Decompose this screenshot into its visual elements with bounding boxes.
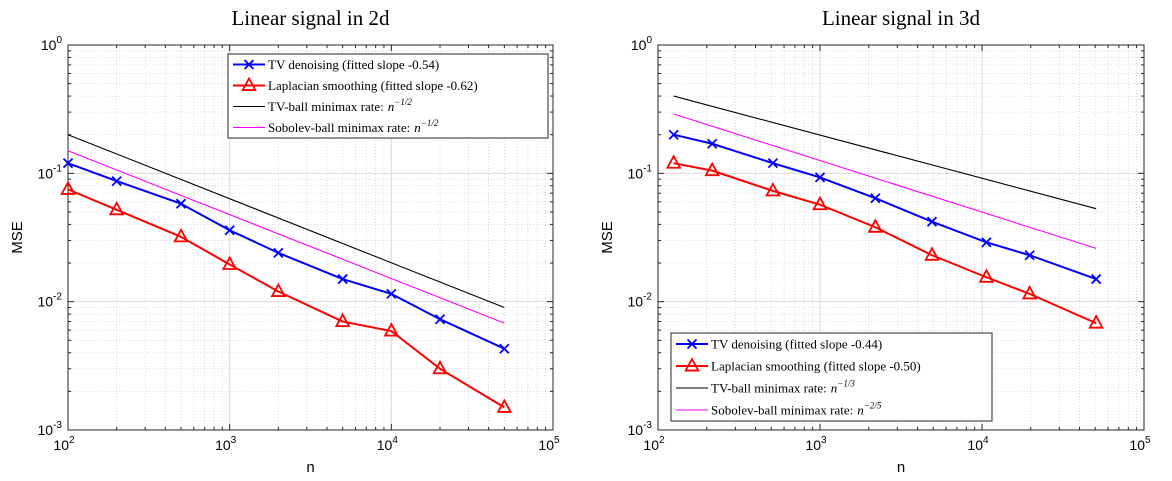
chart-panel-2d: 102 103 104 105 10-3 10-2 10-1 100 Linear signal…: [9, 6, 560, 476]
axes-box: [67, 44, 554, 431]
x-tick-label: 102: [53, 435, 75, 453]
data-point-series-2: [496, 398, 513, 413]
x-tick-label: 105: [538, 435, 560, 453]
x-tick-label: 104: [377, 435, 399, 453]
data-point-series-1: [707, 138, 718, 149]
data-point-series-1: [111, 175, 122, 187]
data-point-series-2: [812, 195, 828, 211]
data-point-series-2: [334, 312, 351, 327]
data-point-series-1: [62, 158, 74, 169]
legend-entry-2: Laplacian smoothing (fitted slope -0.62): [268, 78, 478, 93]
legend-entry-3: TV-ball minimax rate: n−1/3: [711, 379, 855, 396]
series-line-2: [67, 188, 505, 409]
legend: TV denoising (fitted slope -0.54) Laplaci…: [227, 53, 549, 139]
series-group: [60, 134, 513, 413]
data-point-series-1: [1091, 273, 1102, 285]
data-point-series-2: [60, 180, 76, 195]
series-line-4: [67, 150, 505, 324]
data-point-series-2: [1021, 284, 1038, 300]
x-tick-label: 102: [643, 435, 665, 453]
data-point-series-2: [1088, 314, 1104, 329]
series-line-3: [67, 134, 505, 309]
chart-title: Linear signal in 3d: [822, 6, 981, 30]
data-point-series-2: [665, 154, 682, 169]
data-point-series-2: [108, 200, 125, 216]
series-line-2: [673, 162, 1097, 325]
x-tick-label: 103: [215, 435, 237, 453]
legend-marker-2: [241, 76, 257, 91]
data-point-series-1: [814, 172, 826, 183]
y-tick-label: 10-2: [628, 292, 653, 310]
data-point-series-1: [224, 225, 235, 236]
data-point-series-1: [981, 237, 992, 248]
data-point-series-2: [221, 255, 238, 270]
data-point-series-2: [270, 282, 287, 297]
tick-marks: [657, 44, 1145, 431]
axes-box: [657, 44, 1145, 431]
legend-marker-2: [684, 357, 700, 372]
legend-marker-1: [686, 338, 698, 350]
data-point-series-1: [767, 158, 779, 169]
x-axis-label: n: [897, 459, 905, 476]
legend-entry-3: TV-ball minimax rate: n−1/2: [268, 97, 412, 114]
data-point-series-2: [924, 246, 940, 261]
legend-box: [227, 53, 549, 139]
data-point-series-1: [175, 198, 187, 209]
legend-marker-1: [243, 59, 255, 70]
y-tick-label: 10-2: [38, 292, 63, 310]
y-tick-label: 10-3: [38, 420, 63, 438]
data-point-series-2: [867, 218, 884, 233]
legend-entry-1: TV denoising (fitted slope -0.54): [268, 57, 439, 72]
y-axis-label: MSE: [599, 221, 616, 254]
legend-entry-4: Sobolev-ball minimax rate: n−1/2: [268, 118, 439, 135]
data-point-series-2: [432, 359, 448, 375]
data-point-series-1: [926, 216, 938, 227]
series-line-3: [673, 95, 1097, 210]
y-axis-label: MSE: [9, 221, 26, 254]
data-point-series-2: [173, 227, 189, 243]
data-point-series-1: [1024, 250, 1035, 261]
data-point-series-1: [434, 314, 446, 325]
data-point-series-2: [765, 181, 781, 197]
x-axis-label: n: [306, 459, 314, 476]
x-tick-label: 103: [805, 435, 827, 453]
data-point-series-1: [337, 273, 348, 285]
data-point-series-2: [383, 322, 400, 337]
y-tick-label: 100: [41, 35, 63, 53]
y-tick-label: 10-1: [38, 163, 63, 181]
chart-panel-3d: 102 103 104 105 10-3 10-2 10-1 100 Linear signal…: [599, 6, 1151, 476]
data-point-series-1: [386, 288, 397, 300]
series-group: [665, 95, 1104, 329]
data-point-series-1: [273, 247, 284, 259]
y-tick-label: 100: [631, 35, 653, 53]
tick-marks: [67, 44, 554, 431]
legend-entry-1: TV denoising (fitted slope -0.44): [711, 337, 882, 352]
series-line-4: [673, 113, 1097, 249]
data-point-series-1: [870, 193, 881, 204]
legend-entry-4: Sobolev-ball minimax rate: n−2/5: [711, 401, 882, 418]
data-point-series-1: [668, 129, 679, 140]
y-tick-label: 10-3: [628, 420, 653, 438]
legend-box: [670, 332, 993, 422]
data-point-series-2: [978, 268, 995, 283]
data-point-series-2: [704, 161, 720, 177]
chart-title: Linear signal in 2d: [231, 6, 390, 30]
x-tick-label: 105: [1129, 435, 1151, 453]
legend-entry-2: Laplacian smoothing (fitted slope -0.50): [711, 359, 921, 374]
y-tick-label: 10-1: [628, 163, 653, 181]
legend: TV denoising (fitted slope -0.44) Laplaci…: [670, 332, 993, 422]
data-point-series-1: [499, 343, 510, 354]
x-tick-label: 104: [967, 435, 989, 453]
